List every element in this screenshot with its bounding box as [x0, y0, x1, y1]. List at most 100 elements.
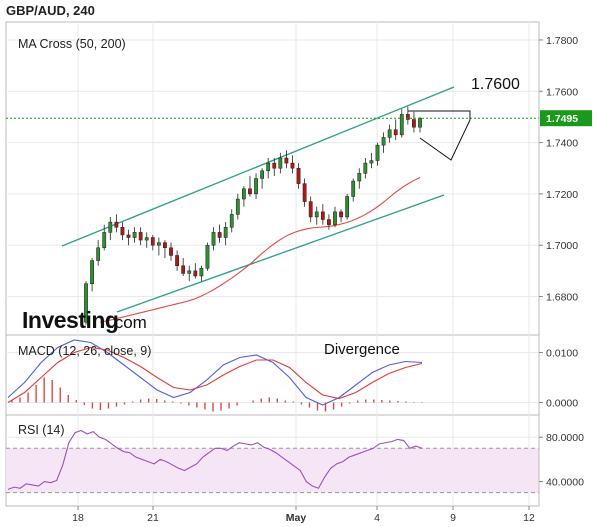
- chart-title: GBP/AUD, 240: [6, 3, 95, 18]
- rsi-tick-label: 40.0000: [546, 477, 584, 489]
- candle-body: [290, 162, 295, 169]
- candle-body: [266, 162, 271, 172]
- candle-body: [150, 237, 155, 246]
- candle: [205, 242, 210, 271]
- rsi-band-fill: [6, 448, 539, 493]
- trend-channel: [61, 86, 455, 313]
- candle-body: [375, 144, 380, 161]
- candle-body: [120, 226, 125, 236]
- candle: [363, 157, 368, 179]
- candle: [248, 175, 252, 197]
- candle: [242, 186, 246, 207]
- candlesticks: [84, 106, 422, 325]
- candle-body: [193, 270, 198, 277]
- price-tick-label: 1.7000: [546, 240, 578, 252]
- price-tick-label: 1.7200: [546, 189, 578, 201]
- candle: [381, 132, 386, 153]
- channel-upper-line: [61, 86, 455, 247]
- candle-body: [126, 234, 131, 238]
- candle: [266, 157, 271, 179]
- candle: [150, 234, 155, 251]
- candle: [327, 214, 331, 230]
- candle: [272, 157, 277, 176]
- candle-body: [96, 247, 101, 261]
- candle-body: [369, 160, 374, 164]
- candle: [211, 227, 216, 251]
- candle: [163, 240, 167, 259]
- current-price-badge: [540, 110, 592, 127]
- candle-body: [223, 226, 228, 238]
- candle-body: [156, 242, 161, 246]
- candle-body: [169, 247, 173, 256]
- candle-body: [163, 242, 167, 249]
- target-price-annotation: 1.7600: [471, 76, 520, 93]
- candle-body: [327, 219, 331, 225]
- candle-body: [418, 117, 422, 128]
- candle-body: [90, 260, 94, 284]
- candle-body: [144, 237, 149, 241]
- candle: [217, 224, 222, 243]
- current-price-label: 1.7495: [546, 113, 578, 125]
- candle-body: [339, 211, 343, 218]
- candle-body: [278, 157, 283, 169]
- candle: [375, 142, 380, 166]
- candle: [144, 232, 149, 248]
- macd-line: [7, 339, 423, 406]
- candle: [314, 206, 319, 225]
- price-tick-label: 1.7400: [546, 138, 578, 150]
- investing-logo: Investing .com: [22, 307, 147, 333]
- macd-panel-label: MACD (12, 26, close, 9): [18, 344, 151, 358]
- rsi-band: [6, 447, 539, 494]
- macd-tick-label: 0.0100: [546, 348, 578, 360]
- y-axis: 1.7800 1.7600 1.7400 1.7200 1.7000 1.6800 0.01…: [538, 22, 592, 506]
- candle: [412, 111, 416, 133]
- candle-body: [199, 268, 204, 277]
- candle-body: [114, 221, 119, 228]
- candle-body: [357, 173, 362, 182]
- candle-body: [102, 232, 107, 249]
- price-panel: [6, 86, 539, 325]
- candle: [96, 240, 101, 266]
- candle-body: [381, 137, 386, 146]
- channel-lower-line: [116, 194, 445, 313]
- candle-body: [308, 201, 313, 218]
- x-tick-label: 12: [523, 512, 535, 524]
- candle-body: [405, 114, 410, 120]
- candle: [229, 209, 234, 233]
- macd-tick-label: 0.0000: [546, 398, 578, 410]
- rsi-panel-label: RSI (14): [18, 423, 65, 437]
- rsi-panel: [7, 429, 423, 490]
- candle: [187, 265, 192, 282]
- candle: [223, 222, 228, 246]
- macd-panel: [7, 339, 423, 412]
- candle: [193, 263, 198, 279]
- candle-body: [363, 162, 368, 174]
- candle-body: [205, 244, 210, 269]
- candle: [181, 258, 186, 276]
- candle-body: [132, 232, 137, 238]
- x-tick-label: 21: [147, 512, 159, 524]
- x-axis: 18 21 May 4 9 12: [72, 506, 535, 524]
- macd-signal-line: [7, 346, 423, 403]
- brand-name: Investing: [22, 307, 118, 333]
- candle-body: [229, 214, 234, 228]
- x-tick-label: May: [286, 512, 307, 524]
- candle: [260, 168, 264, 189]
- candle-body: [242, 188, 246, 200]
- candle-body: [412, 119, 416, 128]
- price-tick-label: 1.6800: [546, 292, 578, 304]
- moving-averages: [99, 176, 421, 323]
- candle: [405, 106, 410, 125]
- candle-body: [320, 211, 325, 220]
- candle-body: [345, 196, 350, 218]
- x-tick-label: 9: [450, 512, 456, 524]
- candle-body: [248, 188, 252, 195]
- projection-path: [408, 110, 471, 161]
- candle-body: [351, 180, 356, 197]
- candle: [369, 152, 374, 169]
- rsi-tick-label: 80.0000: [546, 432, 584, 444]
- candle: [254, 173, 258, 200]
- candle: [90, 258, 94, 292]
- candle-body: [84, 283, 88, 323]
